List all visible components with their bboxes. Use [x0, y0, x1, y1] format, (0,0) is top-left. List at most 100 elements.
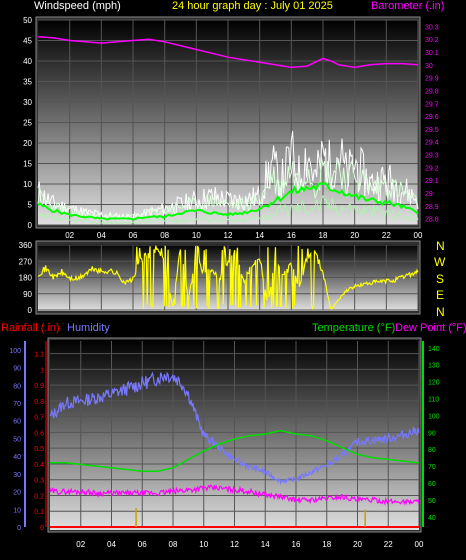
wind-x-tick-12: 12 [224, 231, 233, 240]
rain-tick-0.6: 0.6 [34, 430, 44, 437]
rain-tick-0.1: 0.1 [34, 509, 44, 516]
climate-x-tick-00: 00 [415, 540, 424, 549]
wind-y-tick-45: 45 [23, 37, 32, 46]
humidity-tick-0: 0 [17, 525, 21, 532]
climate-x-tick-14: 14 [261, 540, 270, 549]
wind-x-tick-labels: 02 04 06 08 10 12 14 16 18 20 22 00 [65, 231, 423, 240]
dewpoint-line [49, 484, 420, 506]
climate-x-tick-10: 10 [199, 540, 208, 549]
barometer-tick-29.6: 29.6 [425, 114, 439, 121]
humidity-tick-70: 70 [13, 401, 21, 408]
barometer-tick-29.4: 29.4 [425, 140, 439, 147]
dewpoint-axis-label: Dew Point (°F) [395, 322, 466, 334]
wind-x-tick-14: 14 [255, 231, 264, 240]
barometer-tick-28.9: 28.9 [425, 204, 439, 211]
wind-line-gust [37, 130, 419, 222]
humidity-tick-80: 80 [13, 383, 21, 390]
barometer-tick-29: 29 [425, 191, 433, 198]
wind-y-tick-labels: 0 5 10 15 20 25 30 35 40 45 50 [23, 16, 32, 230]
wind-x-tick-20: 20 [350, 231, 359, 240]
rain-tick-0.8: 0.8 [34, 399, 44, 406]
barometer-tick-29.9: 29.9 [425, 76, 439, 83]
rain-tick-0.2: 0.2 [34, 493, 44, 500]
humidity-tick-60: 60 [13, 419, 21, 426]
rain-tick-0.9: 0.9 [34, 383, 44, 390]
rain-tick-1.1: 1.1 [34, 352, 44, 359]
temperature-tick-40: 40 [428, 515, 436, 522]
compass-label-north-bottom: N [436, 305, 445, 319]
temperature-tick-140: 140 [428, 346, 440, 353]
direction-y-tick-360: 360 [19, 241, 33, 250]
temperature-tick-80: 80 [428, 447, 436, 454]
wind-x-tick-10: 10 [192, 231, 201, 240]
direction-series [37, 245, 419, 311]
temperature-tick-100: 100 [428, 413, 440, 420]
wind-y-tick-15: 15 [23, 160, 32, 169]
barometer-axis-label: Barometer (.in) [371, 0, 444, 12]
barometer-tick-29.5: 29.5 [425, 127, 439, 134]
climate-x-tick-06: 06 [138, 540, 147, 549]
climate-x-tick-08: 08 [169, 540, 178, 549]
rain-tick-1: 1 [40, 367, 44, 374]
rain-tick-0.3: 0.3 [34, 478, 44, 485]
humidity-tick-50: 50 [13, 436, 21, 443]
temperature-tick-110: 110 [428, 396, 439, 403]
humidity-tick-20: 20 [13, 490, 21, 497]
temperature-tick-90: 90 [428, 430, 436, 437]
climate-x-tick-04: 04 [107, 540, 116, 549]
direction-y-tick-labels: 0 90 180 270 360 [19, 241, 33, 315]
wind-x-tick-04: 04 [97, 231, 106, 240]
wind-x-tick-18: 18 [319, 231, 328, 240]
wind-panel-grid [38, 19, 419, 226]
temperature-line [50, 429, 420, 472]
compass-label-south: S [436, 272, 444, 286]
wind-direction-line [37, 245, 419, 311]
barometer-line [37, 35, 419, 69]
direction-y-tick-180: 180 [19, 274, 33, 283]
compass-label-east: E [436, 288, 444, 302]
barometer-tick-30.2: 30.2 [425, 37, 439, 44]
wind-y-tick-10: 10 [23, 180, 32, 189]
wind-line-avg [37, 181, 419, 221]
temperature-tick-60: 60 [428, 481, 436, 488]
wind-y-tick-35: 35 [23, 78, 32, 87]
barometer-tick-29.8: 29.8 [425, 88, 439, 95]
climate-x-tick-22: 22 [384, 540, 393, 549]
barometer-tick-29.3: 29.3 [425, 153, 439, 160]
wind-y-tick-5: 5 [28, 201, 33, 210]
climate-x-tick-20: 20 [353, 540, 362, 549]
humidity-tick-10: 10 [13, 507, 21, 514]
rain-tick-0.5: 0.5 [34, 446, 44, 453]
temperature-tick-50: 50 [428, 498, 436, 505]
wind-x-tick-08: 08 [160, 231, 169, 240]
direction-y-tick-270: 270 [19, 257, 33, 266]
compass-label-north: N [436, 239, 445, 253]
climate-x-tick-18: 18 [322, 540, 331, 549]
wind-y-tick-0: 0 [28, 221, 33, 230]
barometer-tick-28.8: 28.8 [425, 217, 439, 224]
rain-tick-0.7: 0.7 [34, 415, 44, 422]
wind-line-low [37, 194, 419, 225]
rain-tick-0: 0 [40, 525, 44, 532]
temperature-tick-120: 120 [428, 380, 440, 387]
wind-x-tick-06: 06 [129, 231, 138, 240]
rain-tick-0.4: 0.4 [34, 462, 44, 469]
wind-series [37, 35, 419, 225]
climate-x-tick-12: 12 [230, 540, 239, 549]
climate-x-tick-labels: 02 04 06 08 10 12 14 16 18 20 22 00 [76, 540, 424, 549]
humidity-tick-40: 40 [13, 454, 21, 461]
humidity-tick-100: 100 [9, 348, 21, 355]
humidity-axis-label: Humidity [67, 322, 110, 334]
barometer-tick-29.2: 29.2 [425, 165, 439, 172]
rainfall-axis-label: Rainfall (.in) [1, 322, 60, 334]
direction-panel-grid [38, 244, 419, 311]
barometer-tick-29.1: 29.1 [425, 178, 439, 185]
barometer-tick-labels: 28.8 28.9 29 29.1 29.2 29.3 29.4 29.5 29.6 29.7 29… [425, 24, 439, 223]
wind-line-high [37, 156, 419, 221]
wind-x-tick-02: 02 [65, 231, 74, 240]
barometer-tick-30.3: 30.3 [425, 24, 439, 31]
humidity-tick-30: 30 [13, 472, 21, 479]
barometer-tick-29.7: 29.7 [425, 101, 439, 108]
